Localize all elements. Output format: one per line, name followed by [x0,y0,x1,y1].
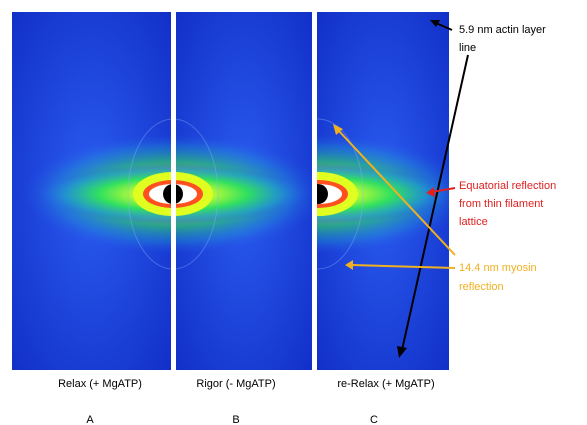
annotation-line: 14.4 nm myosin [459,262,537,274]
annotation-line: lattice [459,216,488,228]
annotation-line: 5.9 nm actin layer [459,24,546,36]
annotation-line: reflection [459,281,504,293]
annotation-line: line [459,42,476,54]
panel-caption: Relax (+ MgATP) [58,378,142,390]
panel-caption: Rigor (- MgATP) [196,378,275,390]
panel-letter: B [232,414,239,425]
panel-caption: re-Relax (+ MgATP) [337,378,434,390]
panel-letter: A [86,414,94,425]
annotation-line: Equatorial reflection [459,180,556,192]
figure: Relax (+ MgATP) Rigor (- MgATP) re-Relax… [0,0,587,425]
panel-letter: C [370,414,378,425]
annotation-line: from thin filament [459,198,543,210]
